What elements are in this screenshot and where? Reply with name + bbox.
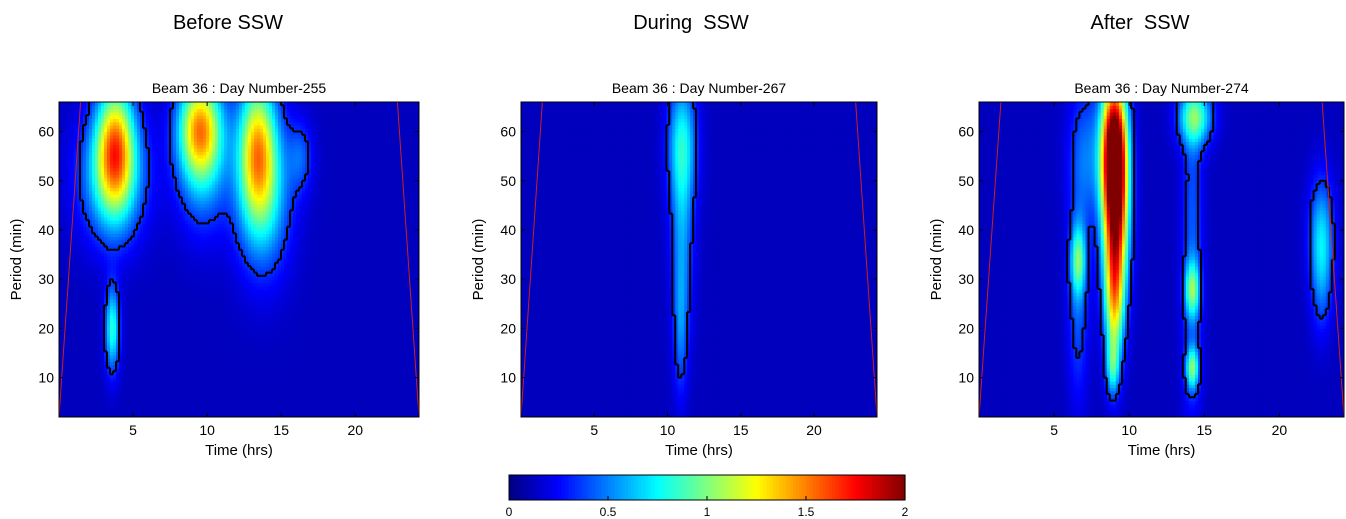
panel-1: Beam 36 : Day Number-2555 10 15 20102030405… <box>8 80 420 459</box>
panel-title: Beam 36 : Day Number-255 <box>152 80 327 96</box>
